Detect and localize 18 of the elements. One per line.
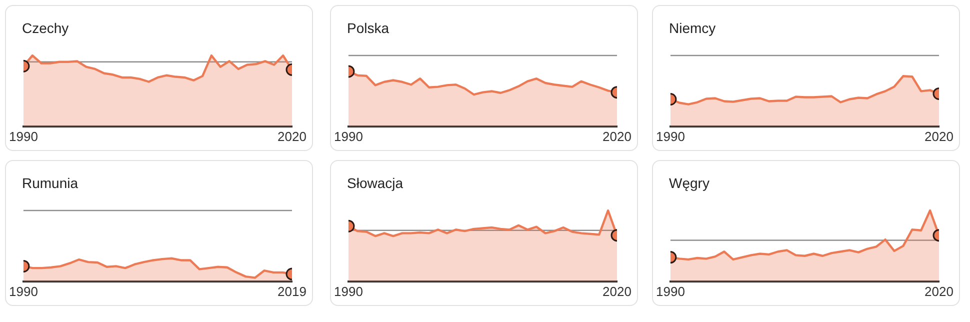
chart-title: Czechy xyxy=(22,20,69,36)
chart-title: Słowacja xyxy=(347,175,404,191)
x-tick-label: 1990 xyxy=(334,128,363,144)
chart-title: Węgry xyxy=(669,175,710,191)
x-tick-label: 2020 xyxy=(924,128,954,144)
x-tick-label: 1990 xyxy=(334,284,363,299)
chart-title: Polska xyxy=(347,20,390,36)
x-tick-label: 1990 xyxy=(9,284,38,299)
chart-title: Rumunia xyxy=(22,175,78,191)
x-tick-label: 2020 xyxy=(278,128,306,144)
x-tick-label: 1990 xyxy=(9,128,38,144)
x-tick-label: 2020 xyxy=(602,128,632,144)
x-tick-label: 1990 xyxy=(656,284,685,299)
x-tick-label: 1990 xyxy=(656,128,685,144)
x-tick-label: 2019 xyxy=(278,284,306,299)
chart-title: Niemcy xyxy=(669,20,716,36)
x-tick-label: 2020 xyxy=(924,284,954,299)
x-tick-label: 2020 xyxy=(602,284,632,299)
